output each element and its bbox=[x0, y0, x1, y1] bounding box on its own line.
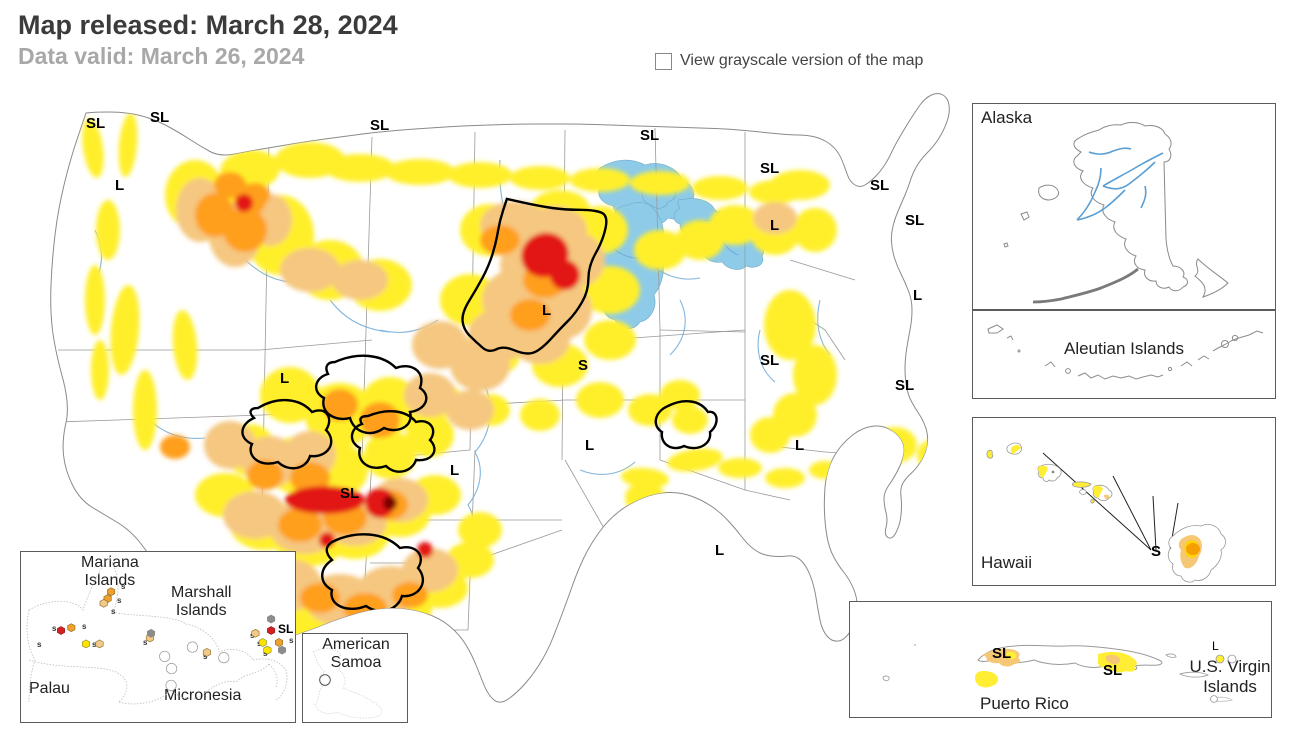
svg-text:s: s bbox=[121, 582, 126, 591]
svg-text:SL: SL bbox=[370, 117, 389, 134]
svg-text:SL: SL bbox=[870, 177, 889, 194]
svg-text:SL: SL bbox=[150, 109, 169, 126]
svg-text:SL: SL bbox=[640, 127, 659, 144]
svg-text:SL: SL bbox=[760, 160, 779, 177]
svg-text:SL: SL bbox=[905, 212, 924, 229]
svg-text:L: L bbox=[1212, 639, 1219, 653]
svg-text:L: L bbox=[542, 302, 551, 319]
svg-text:L: L bbox=[280, 370, 289, 387]
svg-text:S: S bbox=[578, 357, 588, 374]
svg-text:s: s bbox=[117, 596, 122, 605]
svg-text:L: L bbox=[795, 437, 804, 454]
svg-text:SL: SL bbox=[86, 115, 105, 132]
svg-text:s: s bbox=[37, 640, 42, 649]
svg-text:S: S bbox=[1151, 543, 1161, 560]
svg-text:SL: SL bbox=[895, 377, 914, 394]
svg-text:L: L bbox=[913, 287, 922, 304]
svg-text:L: L bbox=[115, 177, 124, 194]
svg-text:s: s bbox=[289, 636, 294, 645]
svg-text:SL: SL bbox=[278, 622, 293, 636]
svg-text:s: s bbox=[111, 607, 116, 616]
svg-text:L: L bbox=[450, 462, 459, 479]
svg-text:s: s bbox=[52, 624, 57, 633]
svg-text:SL: SL bbox=[992, 645, 1011, 662]
svg-text:SL: SL bbox=[340, 485, 359, 502]
svg-text:L: L bbox=[770, 217, 779, 234]
svg-text:SL: SL bbox=[1103, 662, 1122, 679]
svg-text:L: L bbox=[715, 542, 724, 559]
svg-text:SL: SL bbox=[760, 352, 779, 369]
svg-text:L: L bbox=[585, 437, 594, 454]
svg-text:s: s bbox=[82, 622, 87, 631]
